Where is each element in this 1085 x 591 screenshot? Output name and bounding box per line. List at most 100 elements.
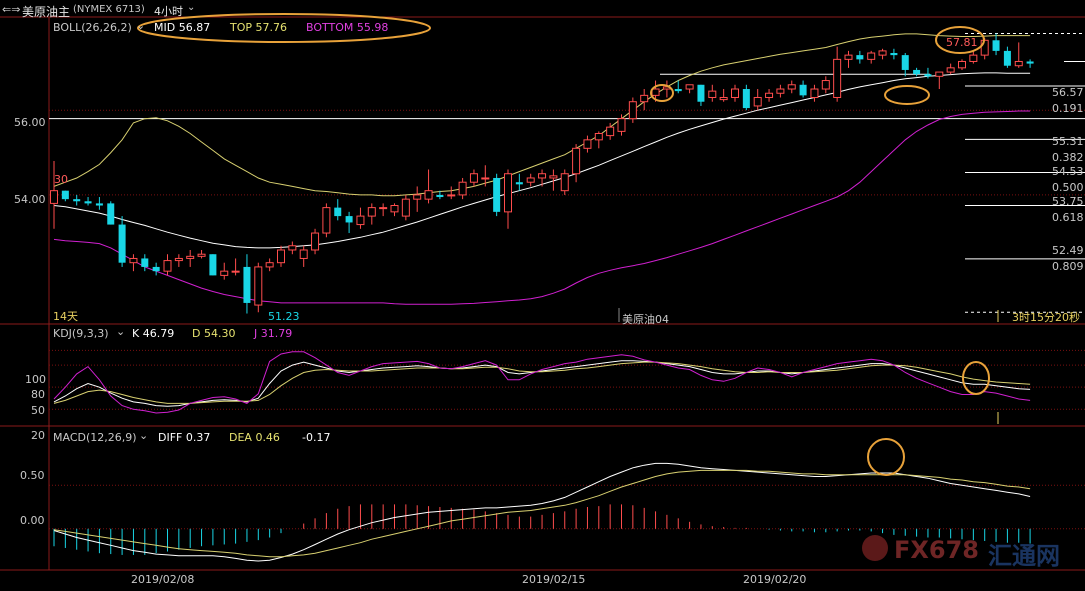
candle-up xyxy=(935,71,944,77)
candle-down xyxy=(334,207,342,217)
candle-up xyxy=(685,84,694,90)
fib-ratio: 0.618 xyxy=(1052,211,1084,224)
candle-up xyxy=(651,88,660,96)
candle-down xyxy=(95,203,103,206)
candle-up xyxy=(549,175,558,179)
boll-bottom-line xyxy=(53,110,1031,305)
boll-mid-value: MID 56.87 xyxy=(154,21,211,34)
boll-dropdown-icon[interactable]: ⌄ xyxy=(136,19,146,32)
candle-up xyxy=(628,101,637,120)
macd-label[interactable]: MACD(12,26,9) xyxy=(53,431,137,444)
price-axis-label: 56.00 xyxy=(14,116,46,129)
candle-down xyxy=(152,266,160,272)
macd-dropdown-icon[interactable]: ⌄ xyxy=(139,429,149,442)
watermark-logo: FX678 xyxy=(894,536,979,564)
kdj-d-line xyxy=(53,361,1031,404)
candle-down xyxy=(436,194,444,198)
candle-down xyxy=(493,177,501,212)
kdj-k-line xyxy=(53,360,1031,407)
candle-up xyxy=(833,58,842,98)
candle-up xyxy=(413,194,422,200)
candle-down xyxy=(1026,61,1034,64)
candle-up xyxy=(821,80,830,90)
candle-up xyxy=(401,198,410,217)
macd-diff-value: DIFF 0.37 xyxy=(158,431,211,444)
candle-up xyxy=(174,257,183,262)
candle-up xyxy=(731,88,739,98)
fib-price: 56.57 xyxy=(1052,86,1084,99)
candle-down xyxy=(141,258,149,267)
candle-up xyxy=(277,249,285,264)
candle-down xyxy=(1003,50,1011,66)
candle-up xyxy=(504,173,512,213)
candle-up xyxy=(753,96,762,107)
nav-arrows-icon[interactable]: ⇐⇒ xyxy=(2,3,21,16)
boll-label[interactable]: BOLL(26,26,2) xyxy=(53,21,132,34)
countdown-timer: 3时15分20秒 xyxy=(1012,311,1080,324)
candle-down xyxy=(890,53,898,56)
candle-up xyxy=(776,88,785,94)
date-label: 2019/02/20 xyxy=(743,573,807,586)
annotation-circle xyxy=(867,438,905,476)
fib-ratio: 0.382 xyxy=(1052,151,1084,164)
annotation-ellipse xyxy=(962,361,990,395)
watermark-text: 汇通网 xyxy=(988,542,1060,570)
candle-up xyxy=(254,266,263,306)
candle-up xyxy=(311,232,320,251)
candle-up xyxy=(958,60,966,69)
macd-dea-line xyxy=(53,469,1031,558)
annotation-ellipse xyxy=(935,26,985,54)
candle-up xyxy=(299,249,308,259)
candle-up xyxy=(844,54,853,60)
candle-up xyxy=(878,50,887,56)
candle-up xyxy=(390,205,399,213)
candle-down xyxy=(515,182,523,185)
candle-up xyxy=(765,92,774,98)
price-axis-label: 54.00 xyxy=(14,193,46,206)
candle-up xyxy=(867,52,876,60)
candle-up xyxy=(288,245,297,251)
candle-up xyxy=(526,177,535,183)
candle-down xyxy=(697,84,705,102)
candle-up xyxy=(424,190,433,200)
candle-down xyxy=(856,55,864,60)
candle-up xyxy=(469,173,478,183)
period-count-label: 14天 xyxy=(53,310,78,323)
fib-ratio: 0.191 xyxy=(1052,102,1084,115)
candle-up xyxy=(594,132,603,141)
fib-price: 55.31 xyxy=(1052,135,1084,148)
boll-top-line xyxy=(53,33,1031,197)
chevron-down-icon[interactable]: ⌄ xyxy=(187,2,196,13)
macd-axis-label: 0.50 xyxy=(20,469,45,482)
candle-down xyxy=(345,216,353,223)
boll-top-value: TOP 57.76 xyxy=(230,21,287,34)
fib-ratio: 0.500 xyxy=(1052,181,1084,194)
candle-up xyxy=(197,253,206,257)
fib-ratio: 0.809 xyxy=(1052,260,1084,273)
candle-up xyxy=(980,39,989,56)
candle-up xyxy=(481,177,490,180)
candle-up xyxy=(322,207,331,234)
kdj-j-line xyxy=(53,351,1031,414)
kdj-j-value: J 31.79 xyxy=(254,327,293,340)
candle-up xyxy=(220,270,229,276)
kdj-axis-label: 100 xyxy=(25,373,46,386)
high-price-label: 57.81 xyxy=(946,36,978,49)
candle-up xyxy=(447,194,456,197)
candle-up xyxy=(367,207,376,217)
candle-down xyxy=(209,254,217,276)
candle-up xyxy=(606,126,615,137)
candle-up xyxy=(617,118,626,132)
instrument-name[interactable]: 美原油主 xyxy=(22,5,71,19)
candle-up xyxy=(356,215,365,226)
kdj-axis-label: 20 xyxy=(31,429,45,442)
kdj-d-value: D 54.30 xyxy=(192,327,236,340)
candle-up xyxy=(969,54,978,62)
kdj-axis-label: 80 xyxy=(31,388,45,401)
macd-axis-label: 0.00 xyxy=(20,514,45,527)
kdj-label[interactable]: KDJ(9,3,3) xyxy=(53,327,109,340)
kdj-dropdown-icon[interactable]: ⌄ xyxy=(116,325,126,338)
period-selector[interactable]: 4小时 xyxy=(154,5,183,18)
